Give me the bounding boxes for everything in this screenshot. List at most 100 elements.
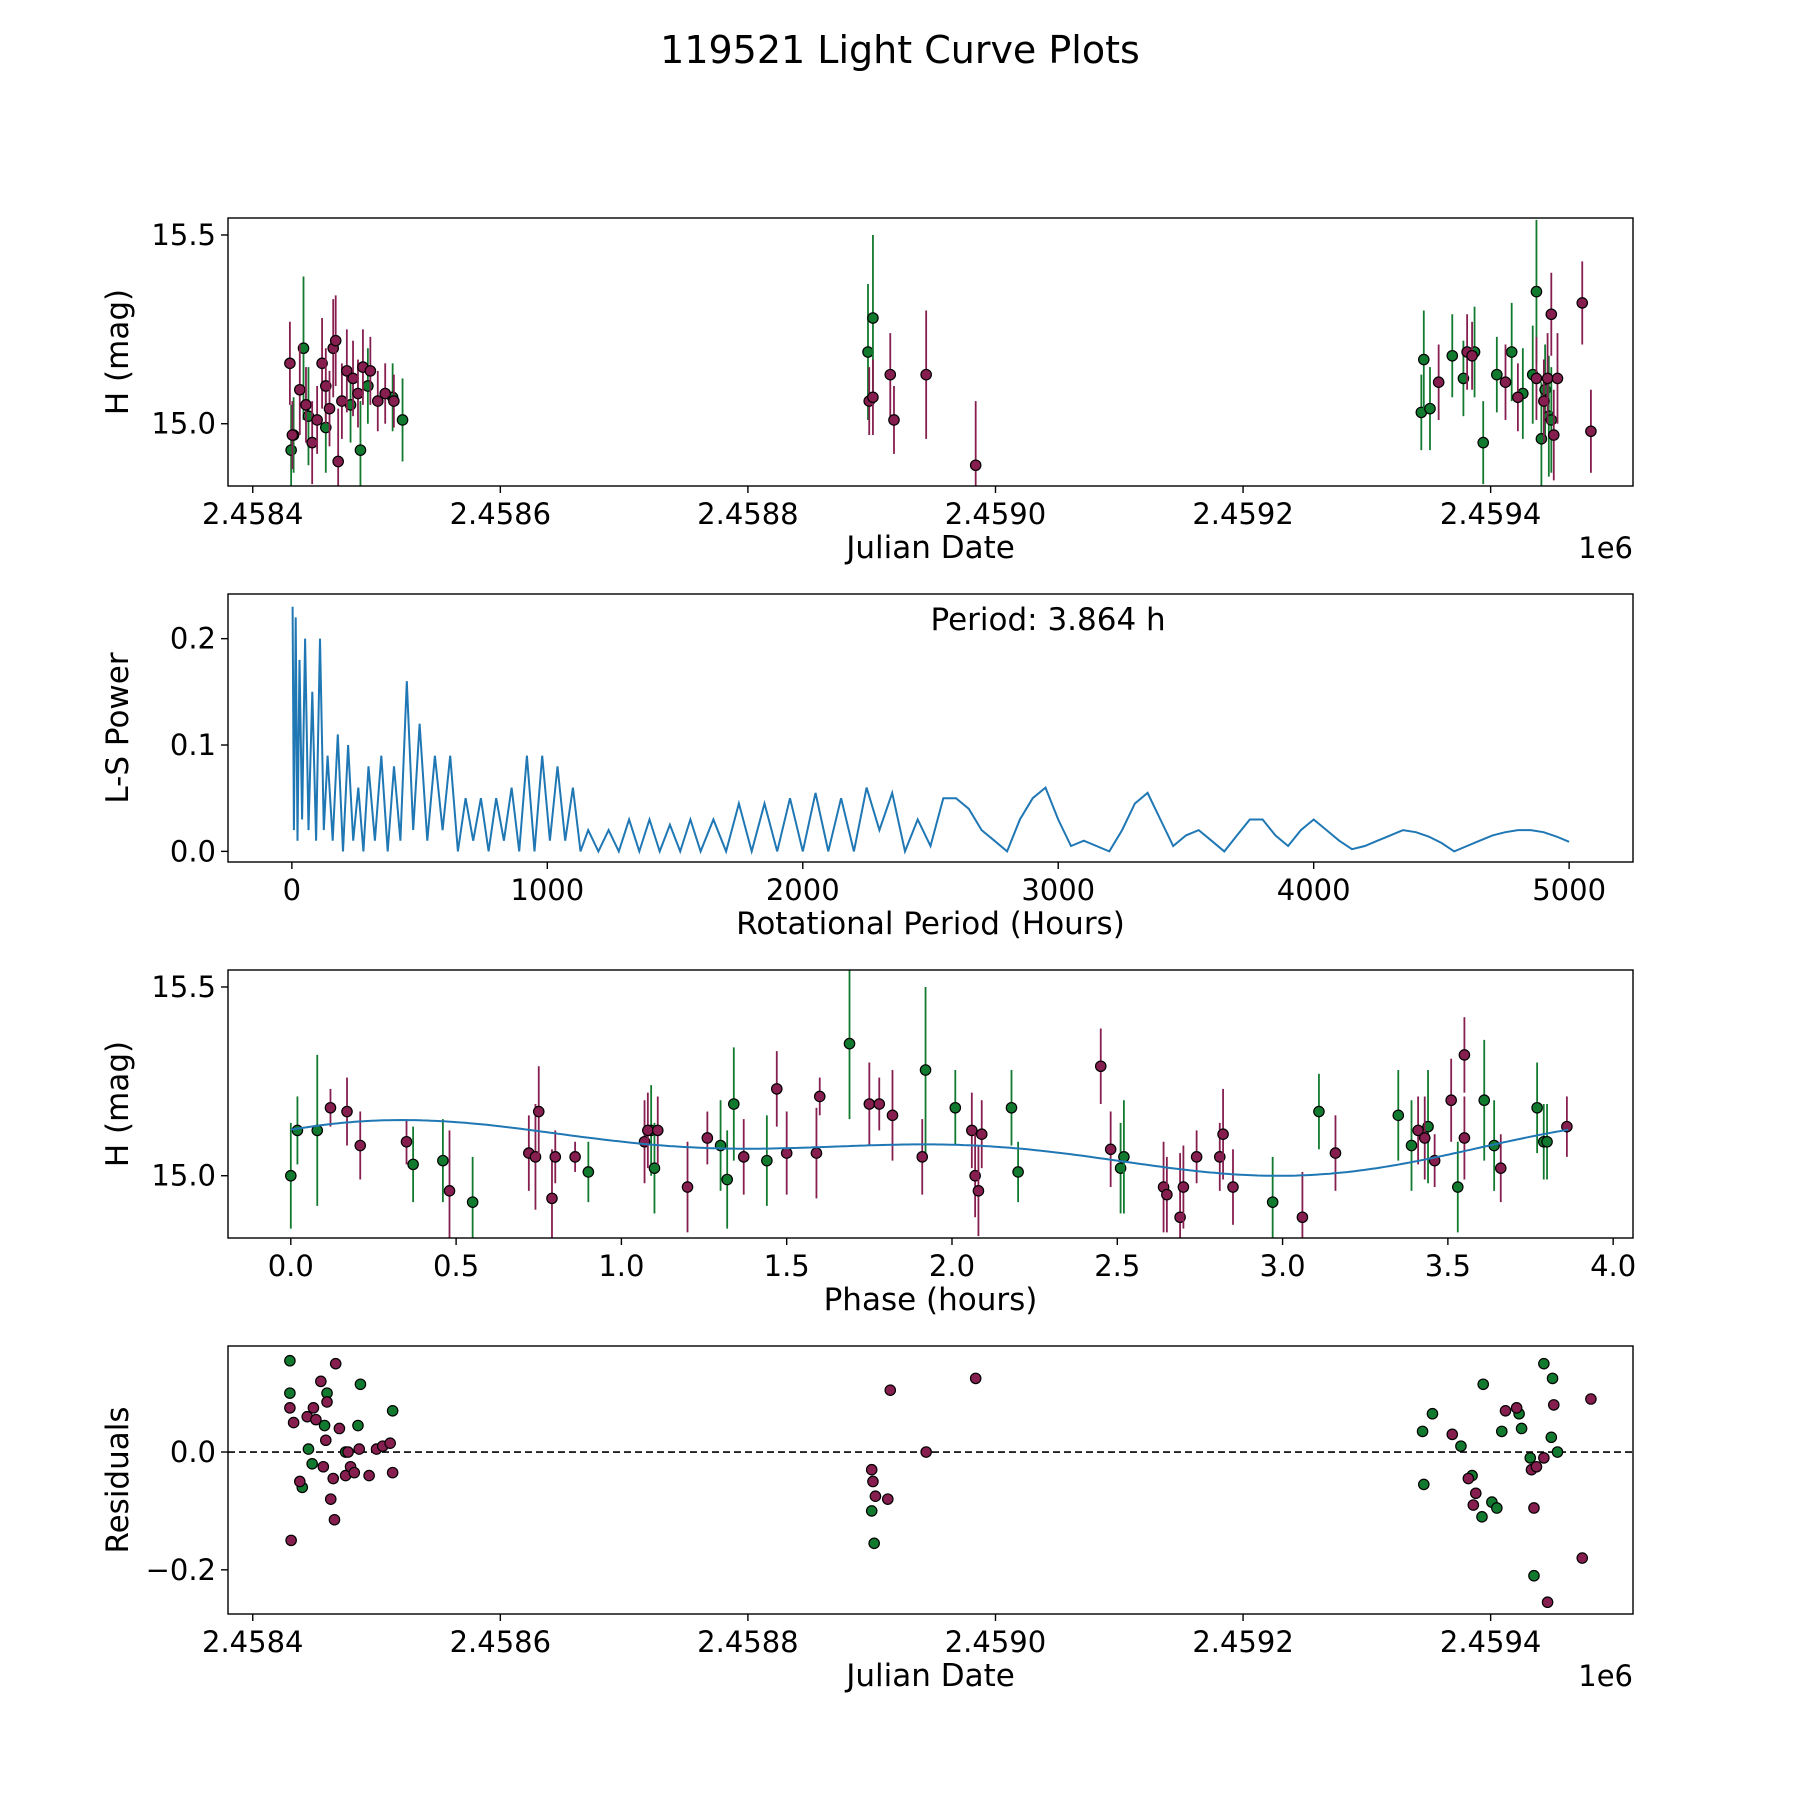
x-tick-label: 3.5 xyxy=(1425,1249,1471,1283)
data-point-green-band xyxy=(285,1169,297,1182)
data-point-green-band xyxy=(1426,1407,1439,1420)
data-point-maroon-band xyxy=(327,1472,340,1485)
data-point-maroon-band xyxy=(323,402,336,415)
data-point-green-band xyxy=(291,1124,304,1137)
x-tick-label: 2.5 xyxy=(1094,1249,1140,1283)
data-point-maroon-band xyxy=(1329,1147,1342,1159)
data-point-maroon-band xyxy=(1585,1393,1597,1405)
data-point-green-band xyxy=(721,1173,733,1186)
data-point-green-band xyxy=(1012,1166,1024,1178)
data-point-maroon-band xyxy=(347,372,359,385)
phased-axes: 0.0 0.5 1.0 1.5 2.0 2.5 3.0 3.5 4.0 15.0 15.5 Phase… xyxy=(100,969,1636,1318)
data-point-maroon-band xyxy=(873,1098,886,1110)
data-point-green-band xyxy=(287,429,300,441)
data-point-maroon-band xyxy=(293,1475,306,1488)
data-point-maroon-band xyxy=(1528,1502,1540,1514)
data-point-maroon-band xyxy=(701,1132,714,1144)
data-point-green-band xyxy=(949,1101,962,1114)
data-point-maroon-band xyxy=(329,334,342,347)
data-point-green-band xyxy=(843,1037,856,1050)
data-point-green-band xyxy=(1505,346,1518,358)
data-point-maroon-band xyxy=(357,361,369,373)
x-tick-label: 4.0 xyxy=(1590,1249,1636,1283)
data-point-maroon-band xyxy=(353,1443,366,1455)
data-point-maroon-band xyxy=(1161,1188,1173,1201)
data-point-green-band xyxy=(1491,1502,1503,1514)
data-point-maroon-band xyxy=(810,1147,823,1159)
data-point-maroon-band xyxy=(813,1090,826,1103)
data-point-maroon-band xyxy=(321,1396,333,1408)
data-point-maroon-band xyxy=(532,1105,545,1118)
data-point-maroon-band xyxy=(1446,1428,1459,1441)
data-point-maroon-band xyxy=(920,368,932,381)
data-point-maroon-band xyxy=(1530,1460,1543,1473)
x-offset-label: 1e6 xyxy=(1578,531,1633,565)
data-point-maroon-band xyxy=(867,391,879,404)
data-point-green-band xyxy=(868,1537,880,1550)
data-point-maroon-band xyxy=(920,1446,932,1458)
data-point-green-band xyxy=(1477,436,1490,449)
data-point-maroon-band xyxy=(1157,1181,1170,1193)
data-point-green-band xyxy=(1114,1162,1127,1174)
data-point-maroon-band xyxy=(316,357,328,370)
data-point-maroon-band xyxy=(1296,1211,1309,1224)
data-point-green-band xyxy=(1545,1431,1558,1444)
data-point-green-band xyxy=(1545,414,1558,426)
data-point-green-band xyxy=(297,342,310,355)
data-point-maroon-band xyxy=(1510,1402,1523,1414)
data-point-maroon-band xyxy=(384,1437,396,1449)
data-point-maroon-band xyxy=(651,1124,664,1137)
x-tick-label: 2.0 xyxy=(929,1249,975,1283)
data-point-maroon-band xyxy=(332,455,344,468)
data-point-maroon-band xyxy=(333,1422,346,1435)
data-point-maroon-band xyxy=(869,1490,882,1502)
data-point-maroon-band xyxy=(886,1109,899,1122)
data-point-green-band xyxy=(318,1419,331,1432)
data-point-maroon-band xyxy=(300,399,312,411)
data-point-green-band xyxy=(1513,1407,1525,1420)
data-point-maroon-band xyxy=(1458,1049,1471,1061)
data-point-maroon-band xyxy=(1469,1487,1482,1500)
y-tick-label: 15.0 xyxy=(151,407,216,441)
data-point-green-band xyxy=(352,1419,364,1432)
y-axis-label: H (mag) xyxy=(100,1041,136,1167)
lightcurve-frame xyxy=(227,217,1634,487)
y-tick-label: 0.0 xyxy=(170,834,216,868)
data-point-maroon-band xyxy=(681,1181,694,1193)
data-point-maroon-band xyxy=(780,1147,793,1159)
data-point-green-band xyxy=(648,1162,661,1174)
data-point-maroon-band xyxy=(1512,391,1524,404)
data-point-green-band xyxy=(1495,1425,1508,1438)
data-point-maroon-band xyxy=(370,1443,383,1455)
data-point-maroon-band xyxy=(306,436,318,449)
data-point-maroon-band xyxy=(284,357,296,370)
y-tick-label: 15.0 xyxy=(151,1159,216,1193)
figure-title: 119521 Light Curve Plots xyxy=(660,28,1140,72)
data-point-maroon-band xyxy=(317,1460,330,1473)
data-point-green-band xyxy=(466,1196,479,1208)
x-axis-label: Julian Date xyxy=(844,1658,1015,1694)
x-tick-label: 2.4590 xyxy=(945,497,1046,531)
x-tick-label: 2.4594 xyxy=(1440,497,1541,531)
data-point-green-band xyxy=(1524,1452,1537,1464)
data-point-maroon-band xyxy=(342,1446,354,1458)
data-point-maroon-band xyxy=(284,1402,296,1414)
y-tick-label: 0.1 xyxy=(170,728,216,762)
x-axis-label: Phase (hours) xyxy=(824,1282,1038,1318)
data-point-green-band xyxy=(1478,1094,1491,1107)
data-point-green-band xyxy=(1005,1101,1018,1114)
data-point-maroon-band xyxy=(1217,1128,1229,1140)
data-point-green-band xyxy=(1392,1109,1405,1122)
data-point-green-band xyxy=(386,1404,399,1417)
data-point-maroon-band xyxy=(1538,1452,1550,1464)
y-axis-label: H (mag) xyxy=(100,289,136,415)
data-point-green-band xyxy=(1546,1372,1559,1385)
data-point-green-band xyxy=(919,1064,932,1076)
y-tick-label: 15.5 xyxy=(151,970,216,1004)
data-point-maroon-band xyxy=(975,1128,988,1140)
data-point-green-band xyxy=(306,1458,318,1470)
x-tick-label: 3.0 xyxy=(1260,1249,1306,1283)
data-point-green-band xyxy=(727,1098,740,1110)
data-point-maroon-band xyxy=(443,1185,456,1197)
data-point-maroon-band xyxy=(1458,1132,1471,1144)
